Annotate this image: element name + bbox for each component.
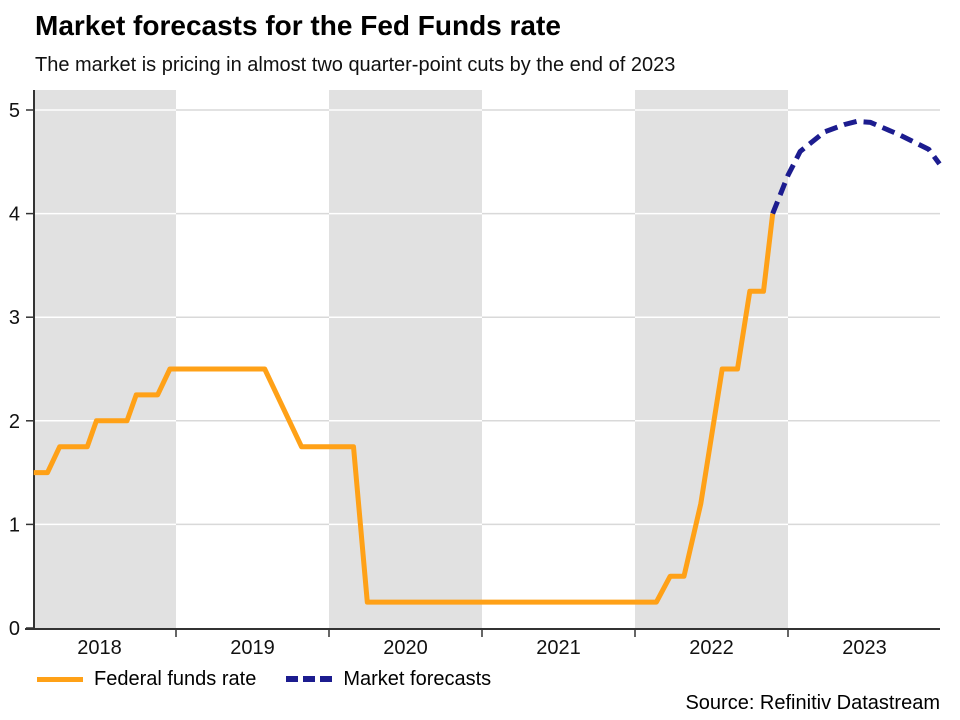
svg-text:1: 1 <box>9 514 20 536</box>
svg-text:0: 0 <box>9 618 20 640</box>
dashed-line-swatch-icon <box>286 676 333 682</box>
svg-text:3: 3 <box>9 307 20 329</box>
axes <box>25 90 940 630</box>
y-axis-labels: 0 1 2 3 4 5 <box>9 100 20 640</box>
legend-label-federal-funds-rate: Federal funds rate <box>94 667 257 690</box>
source-credit: Source: Refinitiv Datastream <box>685 692 940 714</box>
series-line-market-forecasts <box>770 118 942 215</box>
svg-text:2: 2 <box>9 411 20 433</box>
gridlines <box>35 109 940 526</box>
svg-text:2021: 2021 <box>536 637 581 659</box>
tick-marks <box>26 109 789 637</box>
svg-text:2018: 2018 <box>77 637 122 659</box>
series-line-federal-funds-rate <box>33 213 776 605</box>
svg-text:4: 4 <box>9 204 20 226</box>
legend: Federal funds rate Market forecasts <box>37 665 491 693</box>
svg-text:2022: 2022 <box>689 637 734 659</box>
svg-text:2020: 2020 <box>383 637 428 659</box>
svg-text:2019: 2019 <box>230 637 275 659</box>
x-axis-labels: 2018 2019 2020 2021 2022 2023 <box>77 637 887 659</box>
year-shading-bands <box>35 90 788 629</box>
legend-label-market-forecasts: Market forecasts <box>343 667 492 690</box>
legend-item-market-forecasts: Market forecasts <box>286 668 491 691</box>
svg-text:2023: 2023 <box>842 637 887 659</box>
svg-text:5: 5 <box>9 100 20 122</box>
legend-item-federal-funds-rate: Federal funds rate <box>37 668 256 691</box>
chart-title: Market forecasts for the Fed Funds rate <box>35 10 561 41</box>
solid-line-swatch-icon <box>37 676 83 682</box>
chart-subtitle: The market is pricing in almost two quar… <box>35 54 676 76</box>
